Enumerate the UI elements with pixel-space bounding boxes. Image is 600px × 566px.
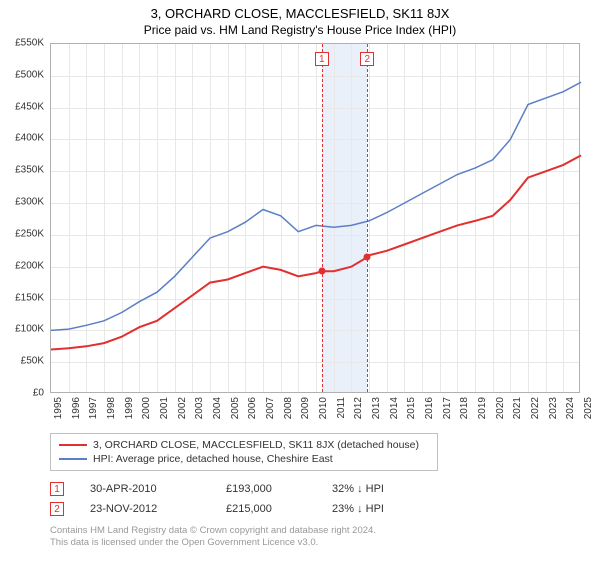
y-tick-label: £550K: [15, 38, 44, 49]
footer-attribution: Contains HM Land Registry data © Crown c…: [50, 525, 600, 550]
x-tick-label: 2001: [159, 397, 170, 419]
chart-container: 3, ORCHARD CLOSE, MACCLESFIELD, SK11 8JX…: [0, 6, 600, 566]
y-tick-label: £200K: [15, 260, 44, 271]
sale-marker: 2: [50, 502, 64, 516]
sale-price: £215,000: [226, 503, 306, 515]
y-tick-label: £350K: [15, 165, 44, 176]
y-tick-label: £300K: [15, 197, 44, 208]
legend-row: 3, ORCHARD CLOSE, MACCLESFIELD, SK11 8JX…: [59, 438, 429, 452]
y-tick-label: £400K: [15, 133, 44, 144]
y-tick-label: £50K: [21, 356, 44, 367]
legend-label: 3, ORCHARD CLOSE, MACCLESFIELD, SK11 8JX…: [93, 439, 419, 451]
x-tick-label: 1997: [88, 397, 99, 419]
x-tick-label: 2011: [336, 397, 347, 419]
y-tick-label: £450K: [15, 101, 44, 112]
x-tick-label: 2009: [300, 397, 311, 419]
x-tick-label: 2020: [495, 397, 506, 419]
x-tick-label: 2015: [406, 397, 417, 419]
line-layer: [51, 44, 581, 394]
x-tick-label: 2007: [265, 397, 276, 419]
x-tick-label: 1996: [71, 397, 82, 419]
event-marker: 1: [315, 52, 329, 66]
x-tick-label: 2010: [318, 397, 329, 419]
sale-dot: [318, 268, 325, 275]
event-marker: 2: [360, 52, 374, 66]
x-tick-label: 2019: [477, 397, 488, 419]
x-tick-label: 2004: [212, 397, 223, 419]
x-tick-label: 2014: [389, 397, 400, 419]
sale-delta: 23% ↓ HPI: [332, 503, 384, 515]
y-tick-label: £100K: [15, 324, 44, 335]
sale-date: 23-NOV-2012: [90, 503, 200, 515]
x-tick-label: 1995: [53, 397, 64, 419]
x-tick-label: 2002: [177, 397, 188, 419]
chart-subtitle: Price paid vs. HM Land Registry's House …: [0, 23, 600, 37]
footer-line: This data is licensed under the Open Gov…: [50, 537, 600, 549]
event-vline: [367, 44, 368, 392]
y-tick-label: £150K: [15, 292, 44, 303]
y-tick-label: £500K: [15, 69, 44, 80]
x-tick-label: 2000: [141, 397, 152, 419]
x-tick-label: 2006: [247, 397, 258, 419]
y-tick-label: £0: [33, 388, 44, 399]
sale-row: 2 23-NOV-2012 £215,000 23% ↓ HPI: [50, 499, 600, 519]
series-hpi: [51, 82, 581, 330]
chart-area: 12 £0£50K£100K£150K£200K£250K£300K£350K£…: [50, 43, 580, 393]
chart-title: 3, ORCHARD CLOSE, MACCLESFIELD, SK11 8JX: [0, 6, 600, 21]
y-tick-label: £250K: [15, 228, 44, 239]
x-tick-label: 2018: [459, 397, 470, 419]
x-tick-label: 2025: [583, 397, 594, 419]
legend-row: HPI: Average price, detached house, Ches…: [59, 452, 429, 466]
x-tick-label: 2022: [530, 397, 541, 419]
x-tick-label: 2021: [512, 397, 523, 419]
x-tick-label: 2003: [194, 397, 205, 419]
sales-table: 1 30-APR-2010 £193,000 32% ↓ HPI 2 23-NOV-201…: [50, 479, 600, 519]
x-tick-label: 1998: [106, 397, 117, 419]
sale-delta: 32% ↓ HPI: [332, 483, 384, 495]
x-tick-label: 2005: [230, 397, 241, 419]
sale-marker: 1: [50, 482, 64, 496]
legend-swatch: [59, 444, 87, 446]
sale-dot: [364, 254, 371, 261]
sale-date: 30-APR-2010: [90, 483, 200, 495]
x-tick-label: 2017: [442, 397, 453, 419]
footer-line: Contains HM Land Registry data © Crown c…: [50, 525, 600, 537]
series-property: [51, 155, 581, 349]
x-tick-label: 2008: [283, 397, 294, 419]
x-tick-label: 2024: [565, 397, 576, 419]
event-vline: [322, 44, 323, 392]
sale-row: 1 30-APR-2010 £193,000 32% ↓ HPI: [50, 479, 600, 499]
legend-box: 3, ORCHARD CLOSE, MACCLESFIELD, SK11 8JX…: [50, 433, 438, 471]
legend-label: HPI: Average price, detached house, Ches…: [93, 453, 333, 465]
sale-price: £193,000: [226, 483, 306, 495]
x-tick-label: 2016: [424, 397, 435, 419]
plot-region: 12: [50, 43, 580, 393]
x-tick-label: 2012: [353, 397, 364, 419]
x-tick-label: 1999: [124, 397, 135, 419]
legend-swatch: [59, 458, 87, 460]
x-tick-label: 2023: [548, 397, 559, 419]
x-tick-label: 2013: [371, 397, 382, 419]
